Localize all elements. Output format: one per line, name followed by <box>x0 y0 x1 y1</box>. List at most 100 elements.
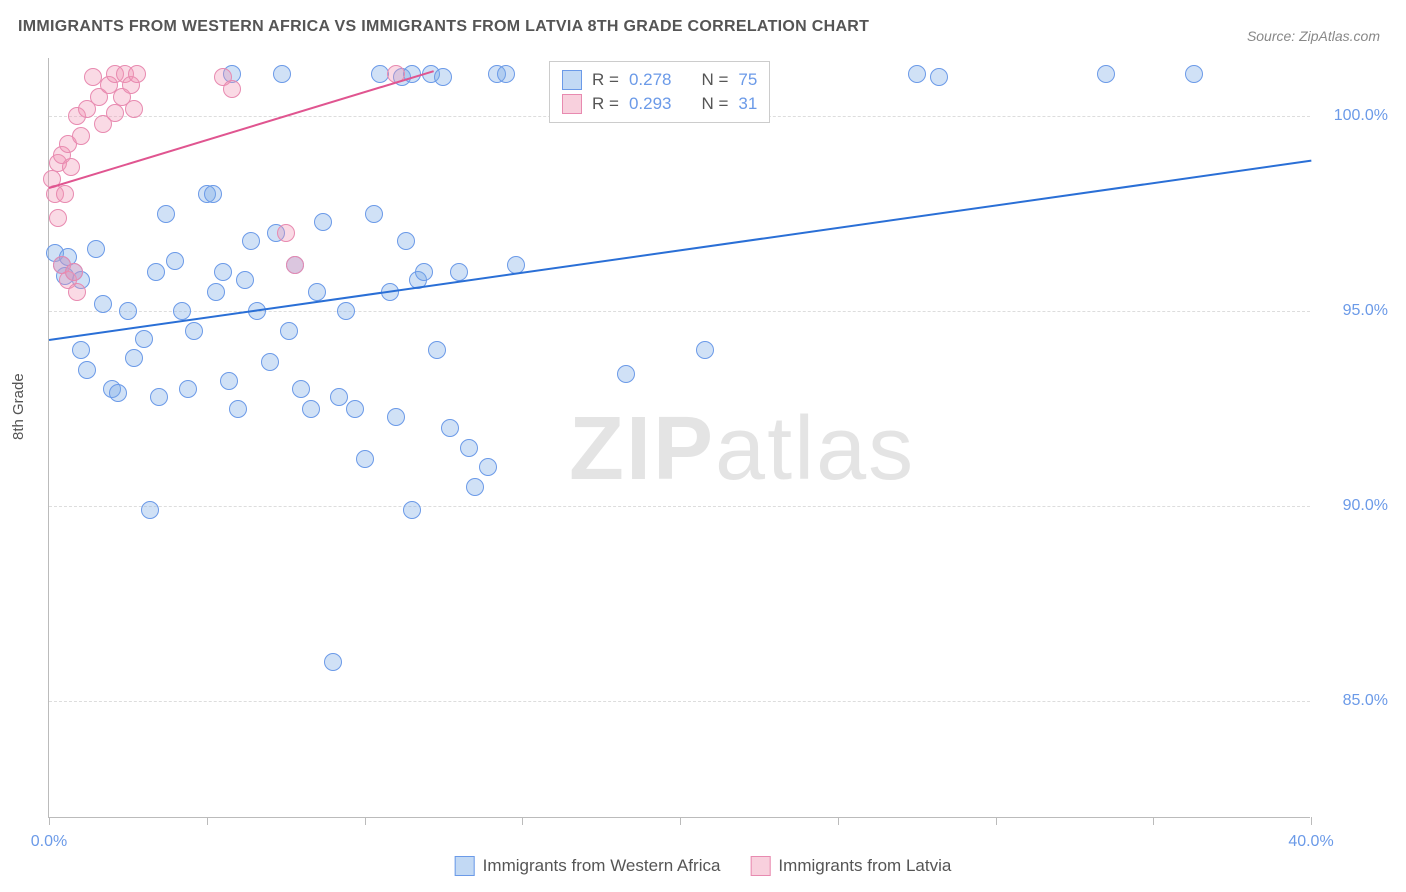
stats-box: R = 0.278 N = 75 R = 0.293 N = 31 <box>549 61 770 123</box>
stats-row: R = 0.278 N = 75 <box>562 68 757 92</box>
scatter-point <box>72 341 90 359</box>
scatter-point <box>356 450 374 468</box>
scatter-point <box>87 240 105 258</box>
x-tick <box>838 817 839 825</box>
scatter-point <box>450 263 468 281</box>
scatter-point <box>273 65 291 83</box>
scatter-point <box>204 185 222 203</box>
scatter-point <box>1097 65 1115 83</box>
scatter-point <box>125 100 143 118</box>
stat-n-label: N = <box>701 70 728 90</box>
source-attribution: Source: ZipAtlas.com <box>1247 28 1380 44</box>
scatter-point <box>908 65 926 83</box>
stat-r-label: R = <box>592 70 619 90</box>
chart-title: IMMIGRANTS FROM WESTERN AFRICA VS IMMIGR… <box>18 18 869 36</box>
legend-swatch <box>750 856 770 876</box>
scatter-point <box>109 384 127 402</box>
y-tick-label: 90.0% <box>1318 497 1388 515</box>
plot-area: ZIPatlas 85.0%90.0%95.0%100.0%0.0%40.0%R… <box>48 58 1310 818</box>
x-tick <box>207 817 208 825</box>
scatter-point <box>302 400 320 418</box>
scatter-point <box>261 353 279 371</box>
bottom-legend: Immigrants from Western Africa Immigrants… <box>455 856 952 876</box>
x-tick <box>680 817 681 825</box>
scatter-point <box>125 349 143 367</box>
scatter-point <box>173 302 191 320</box>
scatter-point <box>346 400 364 418</box>
x-tick-label: 0.0% <box>31 833 67 851</box>
scatter-point <box>286 256 304 274</box>
scatter-point <box>62 158 80 176</box>
legend-item: Immigrants from Western Africa <box>455 856 721 876</box>
scatter-point <box>434 68 452 86</box>
y-tick-label: 95.0% <box>1318 302 1388 320</box>
grid-line <box>49 506 1310 507</box>
watermark-bold: ZIP <box>569 399 715 499</box>
scatter-point <box>1185 65 1203 83</box>
scatter-point <box>930 68 948 86</box>
scatter-point <box>119 302 137 320</box>
scatter-point <box>65 263 83 281</box>
stat-n-value: 31 <box>738 94 757 114</box>
legend-item: Immigrants from Latvia <box>750 856 951 876</box>
y-tick-label: 85.0% <box>1318 692 1388 710</box>
x-tick <box>996 817 997 825</box>
y-tick-label: 100.0% <box>1318 107 1388 125</box>
scatter-point <box>78 361 96 379</box>
scatter-point <box>166 252 184 270</box>
scatter-point <box>141 501 159 519</box>
scatter-point <box>49 209 67 227</box>
scatter-point <box>68 283 86 301</box>
legend-swatch <box>455 856 475 876</box>
scatter-point <box>314 213 332 231</box>
scatter-point <box>280 322 298 340</box>
scatter-point <box>207 283 225 301</box>
scatter-point <box>292 380 310 398</box>
scatter-point <box>460 439 478 457</box>
scatter-point <box>56 185 74 203</box>
x-tick <box>1153 817 1154 825</box>
scatter-point <box>220 372 238 390</box>
legend-label: Immigrants from Latvia <box>778 856 951 876</box>
stat-r-label: R = <box>592 94 619 114</box>
scatter-point <box>466 478 484 496</box>
scatter-point <box>441 419 459 437</box>
stat-r-value: 0.278 <box>629 70 672 90</box>
watermark-light: atlas <box>715 399 915 499</box>
grid-line <box>49 701 1310 702</box>
stat-n-value: 75 <box>738 70 757 90</box>
scatter-point <box>415 263 433 281</box>
scatter-point <box>106 104 124 122</box>
scatter-point <box>185 322 203 340</box>
scatter-point <box>179 380 197 398</box>
scatter-point <box>403 501 421 519</box>
legend-swatch <box>562 70 582 90</box>
scatter-point <box>236 271 254 289</box>
stat-r-value: 0.293 <box>629 94 672 114</box>
scatter-point <box>150 388 168 406</box>
stat-n-label: N = <box>701 94 728 114</box>
scatter-point <box>479 458 497 476</box>
scatter-point <box>387 408 405 426</box>
x-tick <box>49 817 50 825</box>
trend-line <box>49 159 1311 340</box>
watermark: ZIPatlas <box>569 398 915 501</box>
x-tick <box>365 817 366 825</box>
scatter-point <box>147 263 165 281</box>
scatter-point <box>324 653 342 671</box>
scatter-point <box>229 400 247 418</box>
x-tick-label: 40.0% <box>1288 833 1333 851</box>
x-tick <box>1311 817 1312 825</box>
scatter-point <box>157 205 175 223</box>
scatter-point <box>223 80 241 98</box>
y-axis-label: 8th Grade <box>10 373 27 440</box>
scatter-point <box>242 232 260 250</box>
stats-row: R = 0.293 N = 31 <box>562 92 757 116</box>
scatter-point <box>72 127 90 145</box>
legend-swatch <box>562 94 582 114</box>
scatter-point <box>128 65 146 83</box>
scatter-point <box>497 65 515 83</box>
x-tick <box>522 817 523 825</box>
scatter-point <box>397 232 415 250</box>
scatter-point <box>617 365 635 383</box>
